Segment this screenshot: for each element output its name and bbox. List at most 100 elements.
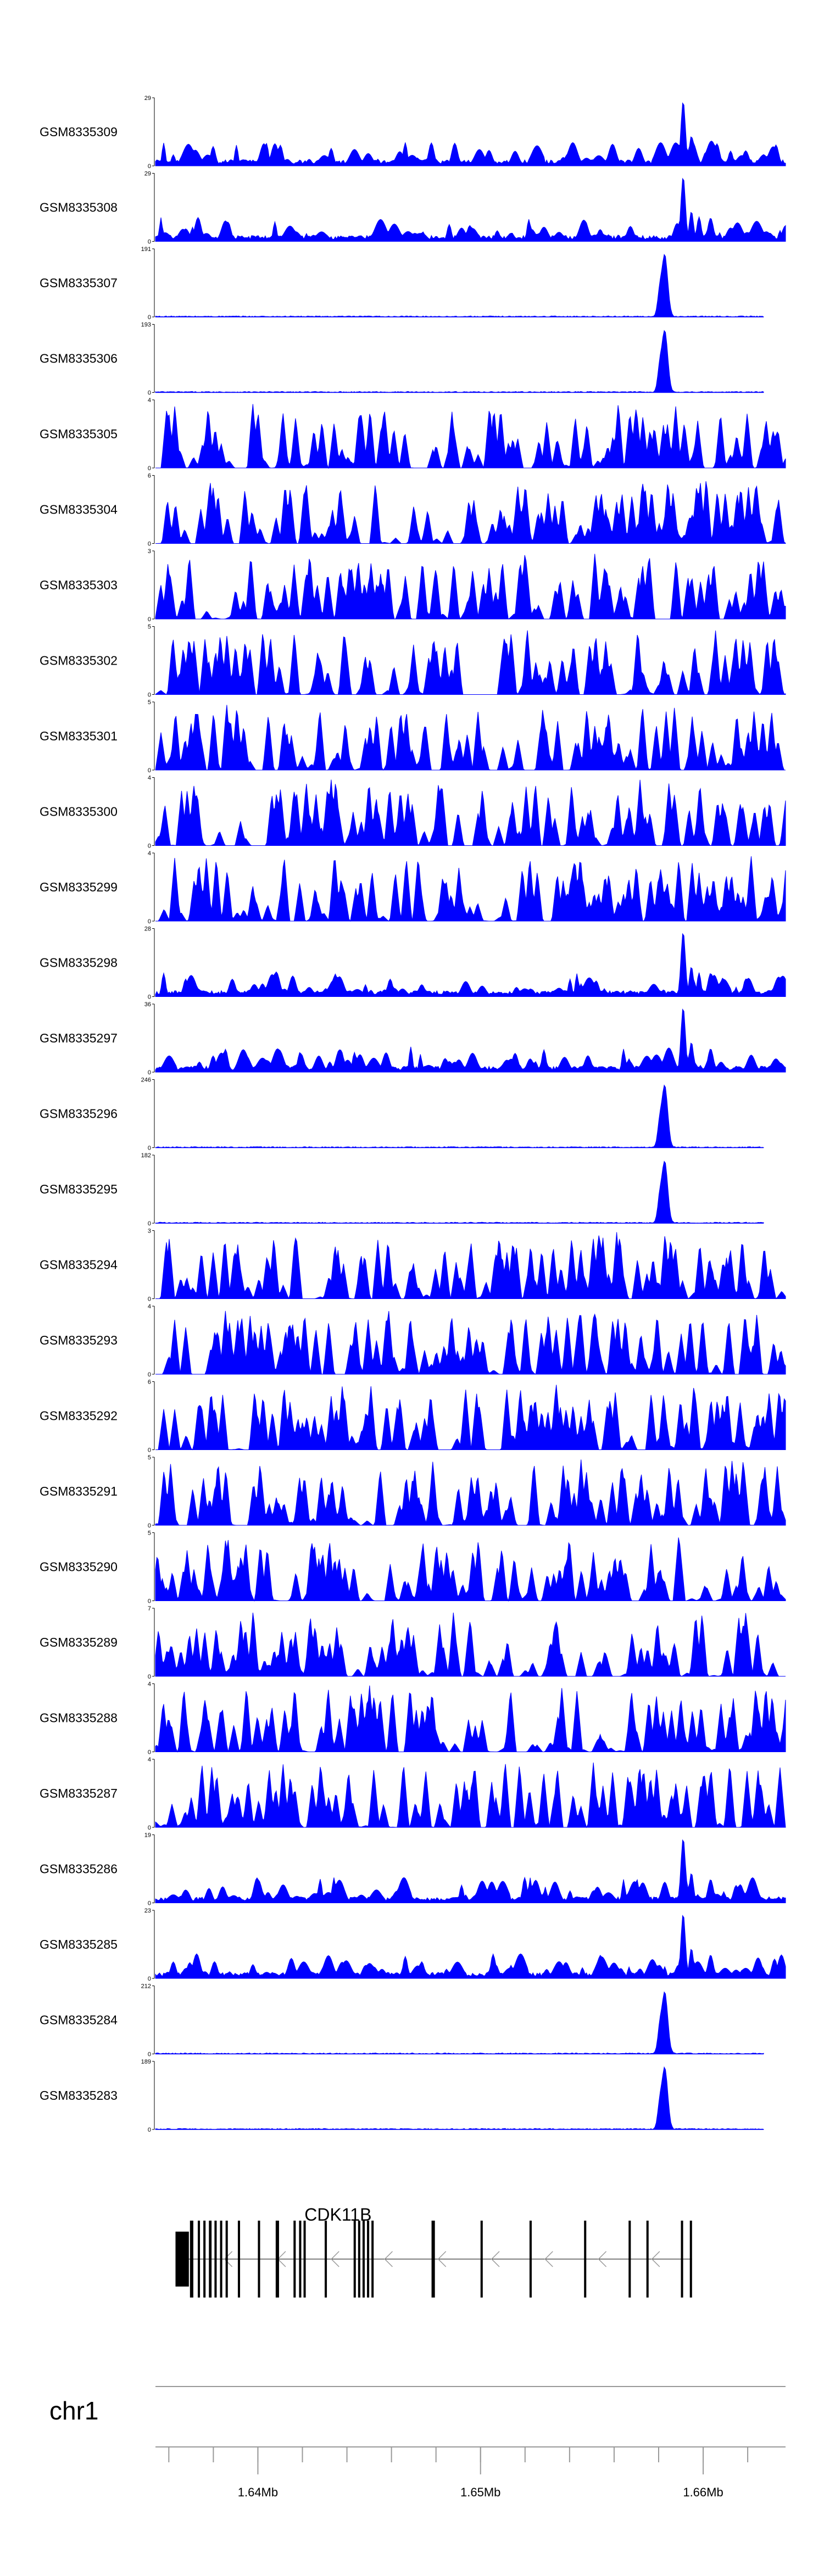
coverage-area [155,102,786,166]
coverage-area [155,1459,786,1526]
track-label: GSM8335296 [40,1107,118,1121]
exon [529,2221,532,2298]
y-max-label: 4 [148,1681,151,1688]
exon [225,2221,228,2298]
y-max-label: 193 [141,322,151,328]
coverage-area [155,1311,786,1375]
y-max-label: 4 [148,1757,151,1763]
coverage-area [155,1915,786,1979]
track-label: GSM8335303 [40,578,118,592]
track-GSM8335287: GSM8335287 4 0 [40,1757,786,1831]
y-max-label: 246 [141,1077,151,1084]
y-max-label: 182 [141,1152,151,1159]
track-GSM8335306: GSM8335306 193 0 [40,322,764,397]
track-label: GSM8335302 [40,654,118,668]
coverage-area [155,630,786,695]
track-label: GSM8335290 [40,1560,118,1574]
y-zero-label: 0 [148,1145,151,1152]
exon [431,2221,435,2298]
exon [325,2221,327,2298]
gene-label: CDK11B [304,2205,371,2224]
track-GSM8335304: GSM8335304 6 0 [40,473,786,548]
exon [353,2221,356,2298]
chromosome-label: chr1 [49,2396,98,2425]
exon [209,2221,212,2298]
coverage-tracks: GSM8335309290GSM8335308290GSM83353071910… [40,95,786,2133]
exon [198,2221,201,2298]
track-label: GSM8335297 [40,1031,118,1045]
coverage-area [155,481,786,544]
coverage-area [155,1685,786,1753]
exon [689,2221,692,2298]
y-max-label: 191 [141,246,151,253]
track-GSM8335291: GSM8335291 5 0 [40,1454,786,1529]
coverage-area [155,705,786,771]
y-max-label: 5 [148,624,151,631]
exon [362,2221,365,2298]
strand-arrow [491,2251,500,2267]
y-zero-label: 0 [148,1523,151,1529]
strand-arrow [384,2251,393,2267]
track-label: GSM8335305 [40,427,118,441]
y-max-label: 19 [144,1832,151,1839]
track-GSM8335309: GSM8335309 29 0 [40,95,786,170]
track-GSM8335290: GSM8335290 5 0 [40,1530,786,1605]
track-label: GSM8335292 [40,1409,118,1423]
y-zero-label: 0 [148,390,151,397]
y-zero-label: 0 [148,2127,151,2133]
y-zero-label: 0 [148,1674,151,1680]
y-zero-label: 0 [148,692,151,699]
track-GSM8335294: GSM8335294 3 0 [40,1228,786,1303]
track-label: GSM8335286 [40,1862,118,1876]
y-zero-label: 0 [148,767,151,774]
ideogram-track: chr1 [49,2386,786,2425]
y-zero-label: 0 [148,1825,151,1831]
y-max-label: 189 [141,2059,151,2065]
coverage-area [155,1991,764,2055]
track-GSM8335292: GSM8335292 6 0 [40,1379,786,1454]
strand-arrow [437,2251,447,2267]
track-GSM8335298: GSM8335298 28 0 [40,926,786,1001]
y-zero-label: 0 [148,239,151,246]
track-GSM8335307: GSM8335307 191 0 [40,246,764,321]
y-max-label: 4 [148,850,151,857]
track-GSM8335308: GSM8335308 29 0 [40,171,786,246]
exon [584,2221,587,2298]
track-GSM8335301: GSM8335301 5 0 [40,699,786,774]
track-label: GSM8335301 [40,729,118,743]
y-max-label: 212 [141,1983,151,1990]
axis-tick-label: 1.66Mb [683,2485,723,2499]
exon [367,2221,370,2298]
exon [237,2221,241,2298]
track-GSM8335303: GSM8335303 3 0 [40,548,786,623]
track-GSM8335299: GSM8335299 4 0 [40,850,786,925]
exon [371,2221,374,2298]
coverage-area [155,779,786,846]
y-max-label: 3 [148,548,151,555]
coverage-area [155,330,764,393]
track-GSM8335295: GSM8335295 182 0 [40,1152,764,1227]
coverage-area [155,177,786,242]
coverage-area [155,1084,764,1148]
exon [299,2221,302,2298]
track-GSM8335305: GSM8335305 4 0 [40,397,786,472]
exon [258,2221,260,2298]
y-zero-label: 0 [148,1749,151,1756]
track-label: GSM8335289 [40,1635,118,1649]
y-zero-label: 0 [148,1447,151,1454]
exon [681,2221,683,2298]
track-label: GSM8335288 [40,1711,118,1725]
exon [646,2221,649,2298]
strand-arrow [598,2251,607,2267]
y-zero-label: 0 [148,1976,151,1982]
track-label: GSM8335284 [40,2013,118,2027]
track-GSM8335284: GSM8335284 212 0 [40,1983,764,2058]
axis-tick-label: 1.65Mb [460,2485,500,2499]
y-max-label: 5 [148,1530,151,1537]
y-max-label: 23 [144,1908,151,1914]
y-zero-label: 0 [148,1371,151,1378]
y-max-label: 3 [148,1228,151,1235]
y-max-label: 36 [144,1001,151,1008]
y-zero-label: 0 [148,465,151,472]
y-max-label: 5 [148,699,151,706]
